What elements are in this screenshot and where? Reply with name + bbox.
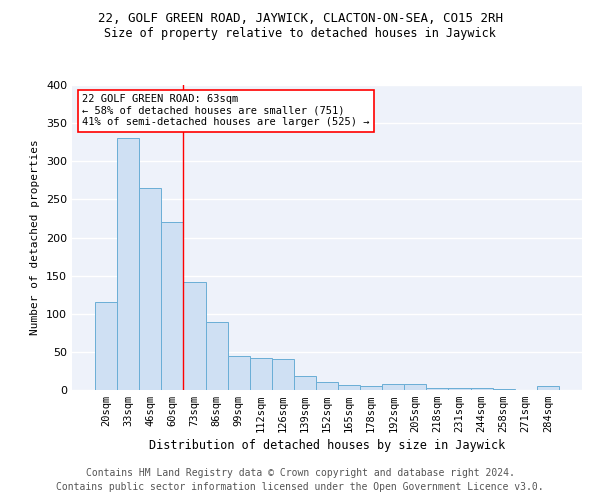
X-axis label: Distribution of detached houses by size in Jaywick: Distribution of detached houses by size … <box>149 440 505 452</box>
Bar <box>227 356 250 390</box>
Bar <box>139 188 161 390</box>
Bar <box>427 388 448 390</box>
Y-axis label: Number of detached properties: Number of detached properties <box>31 140 40 336</box>
Bar <box>184 282 206 390</box>
Text: Contains public sector information licensed under the Open Government Licence v3: Contains public sector information licen… <box>56 482 544 492</box>
Bar <box>316 382 338 390</box>
Bar <box>161 222 184 390</box>
Text: 22 GOLF GREEN ROAD: 63sqm
← 58% of detached houses are smaller (751)
41% of semi: 22 GOLF GREEN ROAD: 63sqm ← 58% of detac… <box>82 94 370 128</box>
Bar <box>338 384 360 390</box>
Text: Contains HM Land Registry data © Crown copyright and database right 2024.: Contains HM Land Registry data © Crown c… <box>86 468 514 477</box>
Bar <box>250 358 272 390</box>
Text: 22, GOLF GREEN ROAD, JAYWICK, CLACTON-ON-SEA, CO15 2RH: 22, GOLF GREEN ROAD, JAYWICK, CLACTON-ON… <box>97 12 503 26</box>
Bar <box>470 388 493 390</box>
Bar <box>404 384 427 390</box>
Bar <box>360 386 382 390</box>
Bar <box>117 138 139 390</box>
Bar <box>448 388 470 390</box>
Bar <box>537 386 559 390</box>
Bar <box>493 389 515 390</box>
Text: Size of property relative to detached houses in Jaywick: Size of property relative to detached ho… <box>104 28 496 40</box>
Bar <box>206 322 227 390</box>
Bar <box>294 376 316 390</box>
Bar <box>382 384 404 390</box>
Bar <box>272 358 294 390</box>
Bar <box>95 302 117 390</box>
